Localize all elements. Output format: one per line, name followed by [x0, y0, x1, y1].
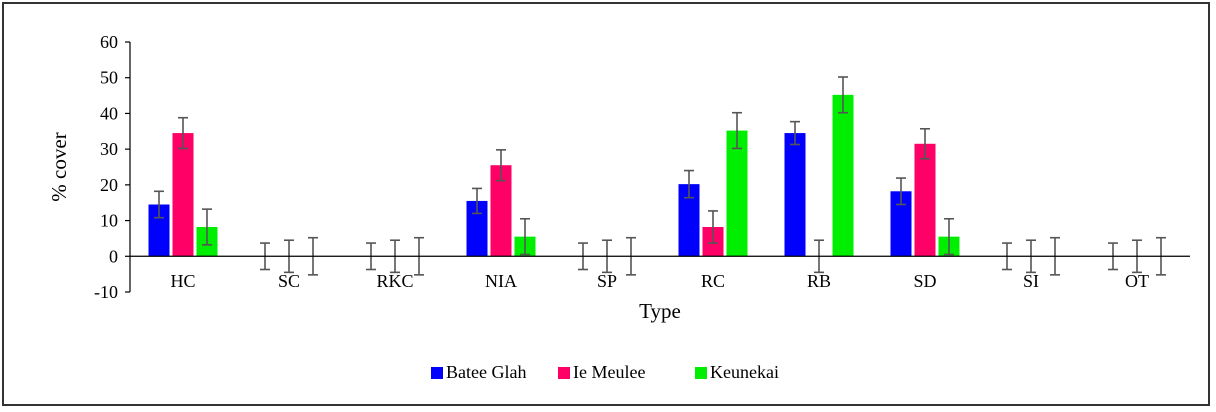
legend: Batee Glah Ie Meulee Keunekai: [431, 362, 779, 382]
x-axis: HC SC RKC NIA SP RC RB SD SI OT: [130, 255, 1190, 291]
legend-swatch: [431, 367, 443, 379]
y-tick-label: 60: [100, 32, 118, 52]
y-tick-label: 50: [100, 68, 118, 88]
bar: [914, 143, 936, 257]
bar: [784, 133, 806, 257]
bar: [678, 184, 700, 257]
error-bars-layer: [154, 76, 1166, 276]
x-tick-label: NIA: [485, 271, 517, 291]
bar: [890, 191, 912, 257]
bars-layer: [148, 94, 960, 257]
y-tick-label: 20: [100, 175, 118, 195]
bar: [726, 130, 748, 257]
y-tick-label: 40: [100, 103, 118, 123]
x-tick-label: RC: [701, 271, 725, 291]
bar: [148, 204, 170, 257]
x-tick-label: RB: [807, 271, 831, 291]
y-tick-label: 30: [100, 139, 118, 159]
legend-label: Keunekai: [710, 362, 779, 382]
legend-label: Batee Glah: [446, 362, 526, 382]
y-axis-title: % cover: [47, 132, 71, 201]
x-tick-label: OT: [1125, 271, 1149, 291]
y-tick-label: -10: [94, 282, 118, 302]
legend-label: Ie Meulee: [573, 362, 645, 382]
y-axis: -10 0 10 20 30 40 50 60: [94, 32, 131, 302]
bar: [466, 200, 488, 257]
bar: [490, 165, 512, 257]
x-tick-label: SD: [913, 271, 936, 291]
x-tick-label: HC: [170, 271, 195, 291]
y-tick-label: 10: [100, 211, 118, 231]
chart-frame: -10 0 10 20 30 40 50 60 HC SC RKC NIA SP RC RB SD SI OT …: [2, 2, 1210, 406]
x-tick-label: SI: [1023, 271, 1039, 291]
bar: [172, 133, 194, 257]
legend-swatch: [558, 367, 570, 379]
y-tick-label: 0: [109, 246, 118, 266]
x-axis-title: Type: [639, 299, 681, 323]
x-tick-label: SC: [278, 271, 300, 291]
legend-swatch: [695, 367, 707, 379]
x-tick-label: RKC: [376, 271, 413, 291]
bar: [832, 94, 854, 257]
x-tick-label: SP: [597, 271, 617, 291]
